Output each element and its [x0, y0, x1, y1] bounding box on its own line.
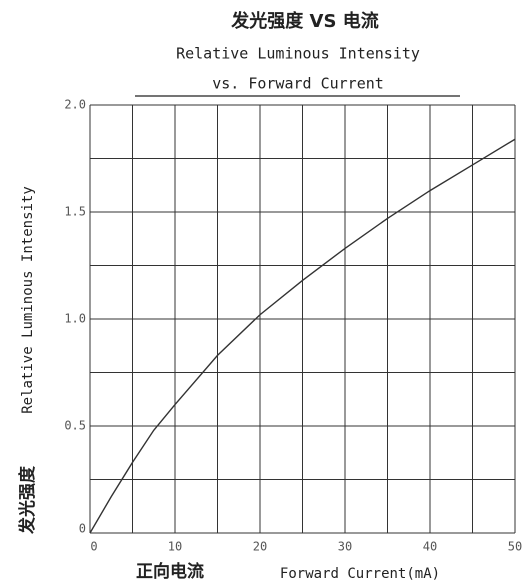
x-tick-label: 0 — [90, 540, 97, 554]
x-tick-label: 20 — [253, 540, 267, 554]
chart-title: 发光强度 VS 电流 — [230, 10, 378, 32]
y-tick-label: 0.5 — [64, 419, 86, 433]
x-tick-label: 40 — [423, 540, 437, 554]
y-tick-label: 1.5 — [64, 205, 86, 219]
data-line — [89, 138, 516, 534]
y-tick-label: 2.0 — [64, 98, 86, 112]
x-axis-label: Forward Current(mA) — [280, 566, 440, 582]
y-tick-label: 1.0 — [64, 312, 86, 326]
x-axis-label: 正向电流 — [136, 561, 204, 582]
y-axis-label: 发光强度 — [17, 465, 38, 535]
x-tick-label: 50 — [508, 540, 522, 554]
y-tick-label: 0 — [79, 522, 86, 536]
y-axis-label-group: 发光强度 Relative Luminous Intensity — [17, 186, 38, 535]
chart-subtitle: Relative Luminous Intensity — [176, 45, 420, 63]
y-axis-label: Relative Luminous Intensity — [20, 186, 36, 414]
chart-subtitle: vs. Forward Current — [212, 75, 384, 93]
x-tick-label: 30 — [338, 540, 352, 554]
x-tick-label: 10 — [168, 540, 182, 554]
